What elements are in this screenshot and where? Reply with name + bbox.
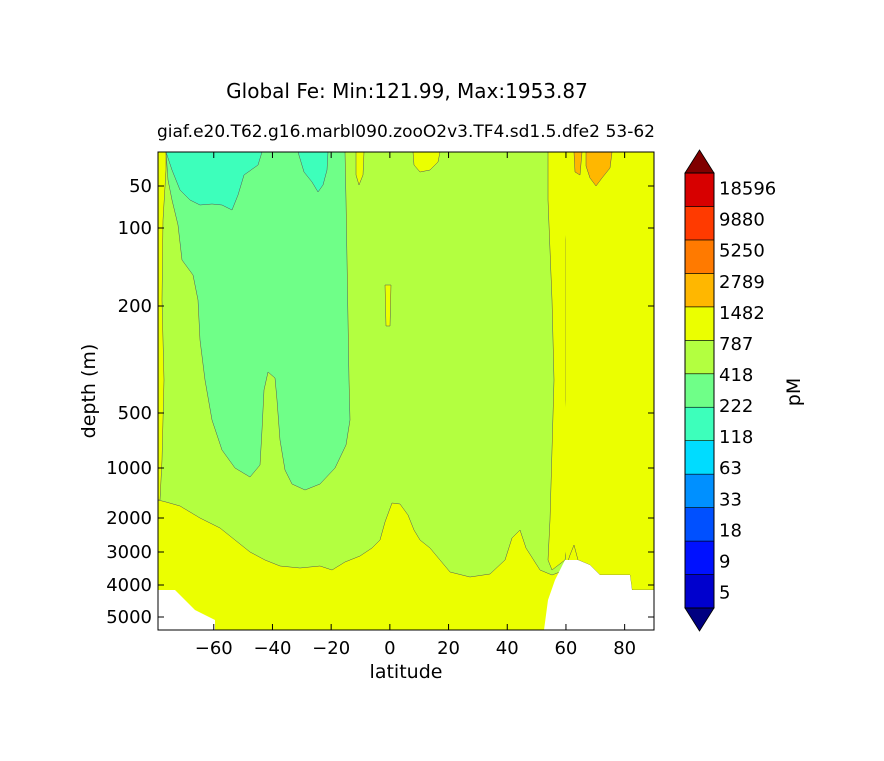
x-axis-label: latitude (370, 661, 443, 683)
colorbar-extend-min (684, 607, 715, 632)
colorbar-extend-max (684, 149, 715, 174)
chart-subtitle-right: 53-62 (606, 122, 655, 142)
colorbar: 5 9 18 33 63 118 222 418 787 1482 2789 5250 9880 1859… (684, 149, 776, 632)
colorbar-band (684, 440, 715, 475)
x-tick-label: 0 (384, 638, 395, 659)
colorbar-band (684, 306, 715, 341)
x-tick-label: −60 (195, 638, 233, 659)
x-tick-label: 20 (437, 638, 460, 659)
region-1482-2789-small (573, 152, 583, 176)
colorbar-tick-label: 222 (719, 396, 753, 417)
colorbar-tick-label: 18596 (719, 179, 776, 200)
colorbar-tick-label: 63 (719, 458, 742, 479)
colorbar-band (684, 239, 715, 274)
x-tick-label: 40 (496, 638, 519, 659)
y-tick-label: 2000 (106, 508, 152, 529)
colorbar-tick-label: 9880 (719, 210, 765, 231)
region-222-418 (165, 152, 351, 491)
y-axis: 50 100 200 500 1000 2000 3000 4000 5000 (106, 176, 654, 628)
colorbar-band (684, 406, 715, 441)
y-tick-label: 1000 (106, 458, 152, 479)
colorbar-tick-label: 5250 (719, 241, 765, 262)
y-tick-label: 200 (118, 296, 152, 317)
colorbar-tick-label: 18 (719, 520, 742, 541)
region-787-1482-surface-equatorial (412, 152, 441, 173)
colorbar-tick-label: 118 (719, 427, 753, 448)
region-1482-2789 (585, 152, 613, 187)
y-tick-label: 50 (129, 176, 152, 197)
y-tick-label: 5000 (106, 607, 152, 628)
missing-data-south (158, 590, 215, 630)
region-118-222-midsouth (297, 152, 329, 193)
heatmap-field (158, 152, 654, 630)
colorbar-tick-label: 9 (719, 551, 730, 572)
colorbar-band (684, 473, 715, 508)
colorbar-band (684, 172, 715, 207)
x-tick-label: −40 (253, 638, 291, 659)
colorbar-tick-label: 1482 (719, 303, 765, 324)
region-787-1482-thin-patch (384, 284, 392, 327)
colorbar-tick-label: 787 (719, 334, 753, 355)
region-787-1482-surface-patch (355, 152, 365, 186)
chart-subtitle-left: giaf.e20.T62.g16.marbl090.zooO2v3.TF4.sd… (157, 122, 600, 142)
colorbar-band (684, 540, 715, 575)
x-tick-label: 60 (554, 638, 577, 659)
colorbar-band (684, 273, 715, 308)
x-axis: −60 −40 −20 0 20 40 60 80 (195, 152, 636, 659)
x-tick-label: −20 (312, 638, 350, 659)
plot-frame (157, 151, 655, 631)
colorbar-tick-label: 2789 (719, 272, 765, 293)
colorbar-band (684, 507, 715, 542)
colorbar-tick-label: 33 (719, 489, 742, 510)
y-tick-label: 500 (118, 403, 152, 424)
colorbar-tick-label: 5 (719, 582, 730, 603)
colorbar-label: pM (783, 378, 805, 406)
chart-title: Global Fe: Min:121.99, Max:1953.87 (226, 79, 588, 103)
colorbar-band (684, 574, 715, 609)
missing-data-north (544, 560, 654, 630)
colorbar-band (684, 206, 715, 241)
y-tick-label: 3000 (106, 542, 152, 563)
region-787-1482-north-core (566, 152, 654, 630)
y-tick-label: 100 (118, 218, 152, 239)
region-118-222-south (165, 152, 263, 211)
colorbar-tick-label: 418 (719, 365, 753, 386)
y-tick-label: 4000 (106, 575, 152, 596)
colorbar-band (684, 373, 715, 408)
x-tick-label: 80 (613, 638, 636, 659)
y-axis-label: depth (m) (78, 344, 100, 439)
colorbar-band (684, 340, 715, 375)
